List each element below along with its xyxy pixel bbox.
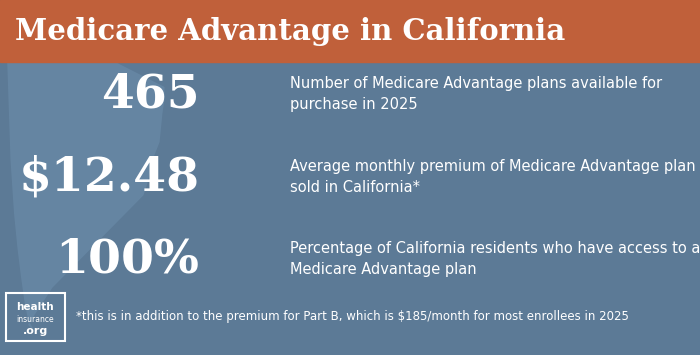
Text: Average monthly premium of Medicare Advantage plan
sold in California*: Average monthly premium of Medicare Adva… <box>290 159 696 196</box>
Text: health: health <box>17 302 54 312</box>
Text: 100%: 100% <box>55 236 199 282</box>
Text: Number of Medicare Advantage plans available for
purchase in 2025: Number of Medicare Advantage plans avail… <box>290 76 663 112</box>
Text: Percentage of California residents who have access to a
Medicare Advantage plan: Percentage of California residents who h… <box>290 241 700 277</box>
Text: $12.48: $12.48 <box>18 154 199 201</box>
Text: insurance: insurance <box>17 315 54 324</box>
Bar <box>6 293 65 341</box>
Text: Medicare Advantage in California: Medicare Advantage in California <box>15 17 566 45</box>
Text: 465: 465 <box>101 71 200 117</box>
Text: .org: .org <box>22 326 48 336</box>
Text: *this is in addition to the premium for Part B, which is $185/month for most enr: *this is in addition to the premium for … <box>76 310 629 323</box>
Polygon shape <box>7 48 164 332</box>
Bar <box>0 0 700 62</box>
